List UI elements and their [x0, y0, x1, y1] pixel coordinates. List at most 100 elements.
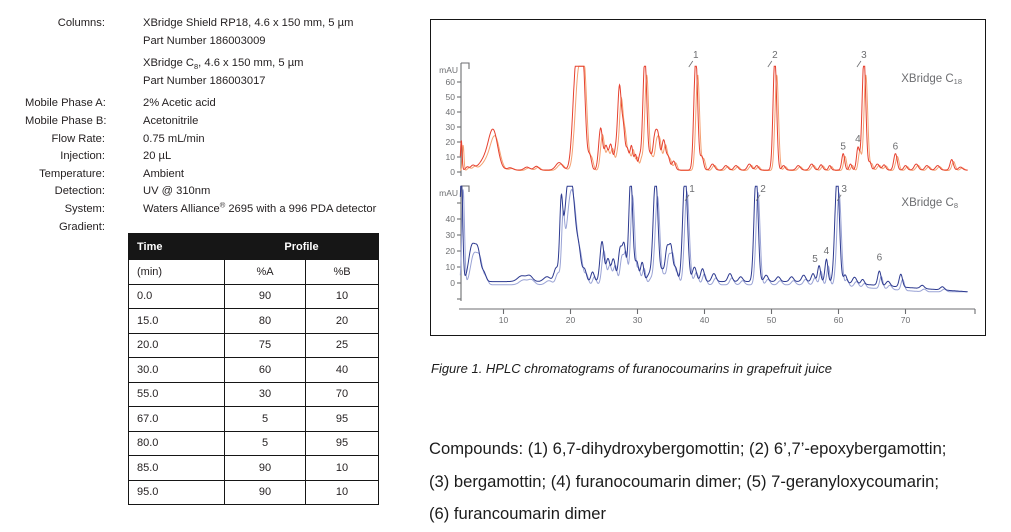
peak-label-2: 2: [772, 50, 778, 61]
peak-label-leader: [856, 60, 862, 68]
spec-value-line: Waters Alliance® 2695 with a 996 PDA det…: [143, 200, 377, 215]
x-tick-label: 40: [700, 315, 710, 325]
spec-label: Flow Rate:: [51, 132, 105, 145]
spec-value-line: XBridge Shield RP18, 4.6 x 150 mm, 5 µm: [143, 17, 354, 29]
gradient-row: 15.0 80 20: [128, 308, 379, 334]
c18-axes: mAU 0 10 20 30 40 50 60: [439, 62, 470, 177]
spec-value: UV @ 310nm: [143, 183, 210, 201]
col-subheader-pct-a: %A: [224, 259, 306, 285]
spec-row: Mobile Phase A: 2% Acetic acid: [25, 95, 376, 113]
y-tick-label: 20: [446, 246, 456, 256]
compound-line: Compounds: (1) 6,7-dihydroxybergomottin;…: [429, 439, 947, 458]
y-tick-label: 40: [446, 107, 456, 117]
column-label: XBridge C18: [901, 73, 962, 86]
gradient-cell: 5: [224, 430, 306, 456]
spec-value: XBridge Shield RP18, 4.6 x 150 mm, 5 µm P…: [143, 15, 353, 50]
col-subheader-min: (min): [128, 259, 225, 285]
spec-value: 2% Acetic acid: [143, 95, 216, 113]
gradient-cell: 15.0: [128, 308, 225, 334]
gradient-cell: 10: [305, 283, 379, 309]
x-tick-label: 50: [767, 315, 777, 325]
peak-label-4: 4: [855, 134, 861, 145]
spec-value-line: Acetonitrile: [143, 114, 199, 127]
x-tick-label: 30: [633, 315, 643, 325]
gradient-cell: 90: [224, 283, 306, 309]
gradient-cell: 95.0: [128, 479, 225, 505]
spec-value-line: XBridge C8, 4.6 x 150 mm, 5 µm: [143, 57, 304, 72]
gradient-cell: 20: [305, 308, 379, 334]
spec-value: 20 µL: [143, 148, 171, 166]
gradient-cell: 10: [305, 479, 379, 505]
gradient-cell: 95: [305, 430, 379, 456]
gradient-cell: 90: [224, 479, 306, 505]
col-subheader-pct-b: %B: [305, 259, 379, 285]
gradient-table: Time Profile (min) %A %B 0.0 90 10 15.0 80 20…: [128, 233, 379, 505]
compound-line: (6) furancoumarin dimer: [429, 504, 607, 524]
spec-label: [25, 55, 105, 90]
spec-value-line: 2% Acetic acid: [143, 97, 216, 110]
y-tick-label: 10: [446, 152, 456, 162]
y-tick-label: 40: [446, 214, 456, 224]
chromatogram-trace: [459, 185, 968, 293]
gradient-cell: 5: [224, 406, 306, 432]
y-tick-label: 60: [446, 77, 456, 87]
spec-label: Columns:: [57, 17, 105, 29]
col-header-profile: Profile: [224, 233, 379, 260]
spec-value: Waters Alliance® 2695 with a 996 PDA det…: [143, 201, 376, 219]
spec-label: Injection:: [60, 150, 105, 163]
compound-list: Compounds: (1) 6,7-dihydroxybergomottin;…: [429, 433, 1007, 531]
spec-row: Gradient:: [25, 219, 376, 237]
spec-value-line: Part Number 186003017: [143, 74, 266, 87]
peak-label-leader: [684, 194, 690, 202]
gradient-table-subheader-row: (min) %A %B: [128, 259, 379, 285]
figure-box: 10 20 30 40 50 60 70 mAU 0 10 20 30 40 50 60 XBridge C1…: [430, 19, 986, 336]
column-label: XBridge C8: [901, 197, 958, 210]
peak-label-leader: [767, 60, 773, 68]
y-axis-unit-label: mAU: [439, 65, 458, 75]
y-tick-label: 0: [450, 167, 455, 177]
peak-label-4: 4: [824, 246, 830, 257]
chromatogram-trace: [459, 65, 968, 171]
gradient-cell: 60: [224, 357, 306, 383]
method-conditions: Columns: XBridge Shield RP18, 4.6 x 150 m…: [25, 15, 376, 236]
x-tick-label: 60: [834, 315, 844, 325]
spec-value: Acetonitrile: [143, 113, 198, 131]
gradient-cell: 25: [305, 332, 379, 358]
y-tick-label: 0: [450, 278, 455, 288]
peak-label-5: 5: [812, 254, 818, 265]
gradient-cell: 40: [305, 357, 379, 383]
peak-label-1: 1: [693, 50, 699, 61]
gradient-cell: 55.0: [128, 381, 225, 407]
spec-row: Injection: 20 µL: [25, 148, 376, 166]
peak-label-3: 3: [841, 184, 847, 195]
y-tick-label: 20: [446, 137, 456, 147]
peak-label-2: 2: [760, 184, 766, 195]
spec-value-line: Ambient: [143, 167, 185, 180]
x-axis: 10 20 30 40 50 60 70: [459, 308, 976, 325]
spec-row: Columns: XBridge Shield RP18, 4.6 x 150 m…: [25, 15, 376, 50]
spec-value-line: 20 µL: [143, 150, 172, 163]
spec-row: Mobile Phase B: Acetonitrile: [25, 113, 376, 131]
gradient-cell: 67.0: [128, 406, 225, 432]
gradient-row: 30.0 60 40: [128, 357, 379, 383]
peak-label-leader: [836, 194, 842, 202]
gradient-row: 67.0 5 95: [128, 406, 379, 432]
x-tick-label: 70: [901, 315, 911, 325]
peak-label-5: 5: [840, 142, 846, 153]
spec-label: Gradient:: [58, 220, 105, 233]
peak-label-1: 1: [689, 184, 695, 195]
spec-value-line: 0.75 mL/min: [143, 132, 205, 145]
y-tick-label: 30: [446, 122, 456, 132]
compound-line: (3) bergamottin; (4) furanocoumarin dime…: [429, 471, 939, 491]
col-header-time: Time: [128, 233, 225, 260]
gradient-cell: 95: [305, 406, 379, 432]
gradient-cell: 70: [305, 381, 379, 407]
peak-label-6: 6: [893, 142, 899, 153]
peak-label-6: 6: [877, 253, 883, 264]
spec-row: Temperature: Ambient: [25, 166, 376, 184]
spec-value: Ambient: [143, 166, 184, 184]
peak-label-leader: [755, 194, 761, 202]
chromatogram-trace: [459, 188, 968, 293]
